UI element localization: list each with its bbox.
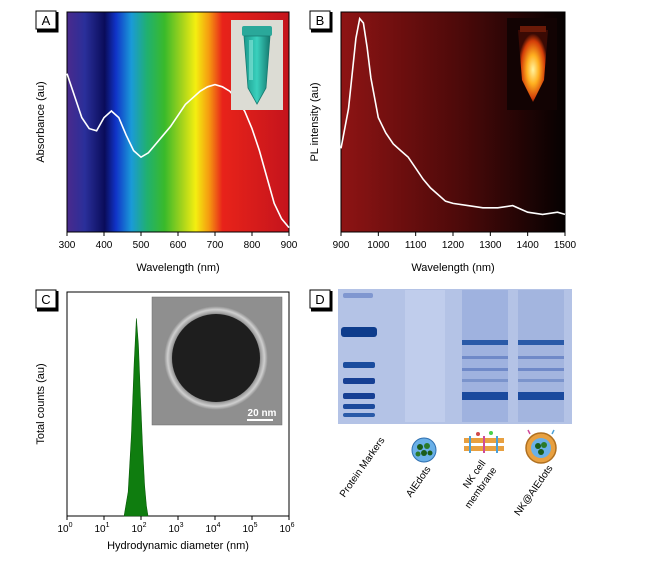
lane-label-aiedots: AIEdots	[404, 464, 433, 499]
panel-b-ylabel: PL intensity (au)	[309, 82, 321, 161]
panel-c-size-distribution	[123, 318, 149, 517]
panel-a: 300 400 500 600 700 800 900 Wavelength (nm) Ab…	[35, 10, 298, 274]
gel-lane-nk-membrane	[462, 290, 508, 422]
panel-a-inset-tube-photo	[231, 20, 283, 110]
panel-a-x-tick-label: 800	[244, 240, 261, 251]
panel-b-x-tick-label: 1400	[517, 240, 540, 251]
panel-d-letter-box: D	[309, 289, 333, 312]
panel-c-xlabel: Hydrodynamic diameter (nm)	[107, 540, 249, 552]
panel-b-inset-glow-photo	[507, 18, 557, 110]
panel-d-sds-page-gel	[338, 289, 572, 424]
panel-a-ylabel: Absorbance (au)	[35, 81, 47, 162]
panel-c-x-tick-label: 105	[242, 522, 257, 535]
panel-c-x-tick-label: 102	[131, 522, 146, 535]
panel-c-x-tick-label: 100	[57, 522, 72, 535]
panel-c-x-axis: 100 101 102 103 104 105 106	[57, 516, 295, 535]
panel-a-x-axis: 300 400 500 600 700 800 900	[59, 232, 298, 251]
panel-c-letter: C	[41, 292, 50, 307]
panel-b-xlabel: Wavelength (nm)	[411, 262, 494, 274]
panel-b-x-tick-label: 1500	[554, 240, 577, 251]
panel-c-x-tick-label: 101	[94, 522, 109, 535]
panel-c-letter-box: C	[35, 289, 59, 312]
panel-a-x-tick-label: 600	[170, 240, 187, 251]
panel-c-scalebar-label: 20 nm	[248, 408, 277, 419]
panel-b-letter: B	[316, 13, 325, 28]
panel-b-x-tick-label: 1300	[479, 240, 502, 251]
panel-b-pl-curve	[340, 16, 566, 216]
lane-label-nk-aiedots: NK@AIEdots	[513, 463, 556, 518]
gel-lane-nk-aiedots	[518, 290, 564, 422]
panel-b-x-tick-label: 900	[333, 240, 350, 251]
panel-a-xlabel: Wavelength (nm)	[136, 262, 219, 274]
panel-a-x-tick-label: 500	[133, 240, 150, 251]
panel-a-letter: A	[42, 13, 51, 28]
panel-c-tem-inset: 20 nm	[151, 296, 283, 426]
panel-c-scalebar	[247, 419, 273, 421]
nk-cell-membrane-icon	[464, 431, 504, 453]
lane-label-protein-markers: Protein Markers	[338, 435, 387, 499]
panel-c: 20 nm 100 101 102 103 104 105 106 Hydrodynamic…	[35, 289, 295, 552]
panel-a-x-tick-label: 300	[59, 240, 76, 251]
panel-c-x-tick-label: 104	[205, 522, 220, 535]
panel-b-x-tick-label: 1100	[405, 240, 427, 251]
panel-b-x-tick-label: 1000	[367, 240, 390, 251]
panel-c-x-tick-label: 103	[168, 522, 183, 535]
panel-a-letter-box: A	[35, 10, 59, 33]
panel-b-x-tick-label: 1200	[442, 240, 465, 251]
panel-d-letter: D	[315, 292, 324, 307]
panel-a-x-tick-label: 700	[207, 240, 224, 251]
panel-a-absorbance-curve	[66, 73, 290, 229]
panel-a-x-tick-label: 400	[96, 240, 113, 251]
panel-c-x-tick-label: 106	[279, 522, 294, 535]
aiedots-icon	[411, 437, 437, 463]
panel-a-x-tick-label: 900	[281, 240, 298, 251]
panel-d: D	[309, 289, 572, 518]
gel-lane-markers	[341, 293, 377, 417]
panel-b-x-axis: 900 1000 1100 1200 1300 1400 1500	[333, 232, 577, 251]
panel-b-letter-box: B	[309, 10, 333, 33]
nk-aiedots-icon	[525, 429, 557, 464]
panel-c-ylabel: Total counts (au)	[35, 363, 47, 444]
panel-b: 900 1000 1100 1200 1300 1400 1500 Wavelength (…	[309, 10, 577, 274]
gel-lane-aiedots	[405, 290, 445, 422]
